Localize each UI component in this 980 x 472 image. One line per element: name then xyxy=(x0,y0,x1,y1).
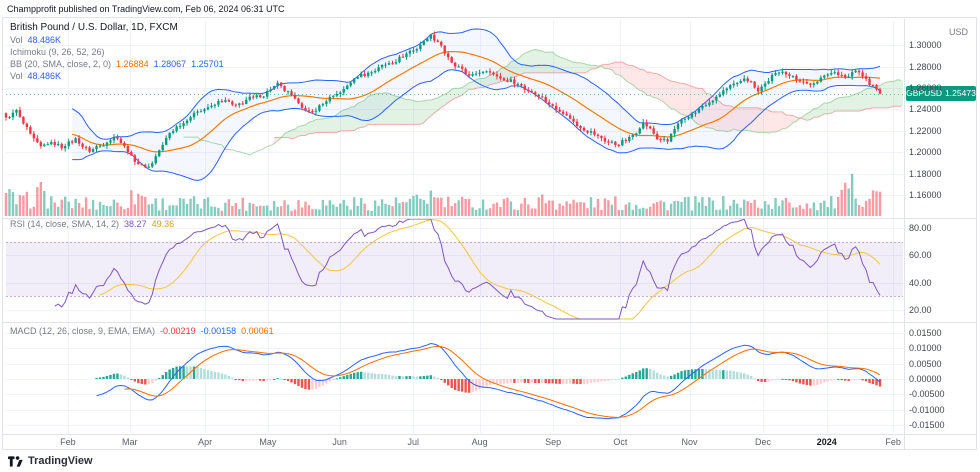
footer: TradingView xyxy=(0,450,980,472)
tradingview-logo-icon xyxy=(8,455,23,467)
tradingview-wordmark[interactable]: TradingView xyxy=(28,455,93,467)
